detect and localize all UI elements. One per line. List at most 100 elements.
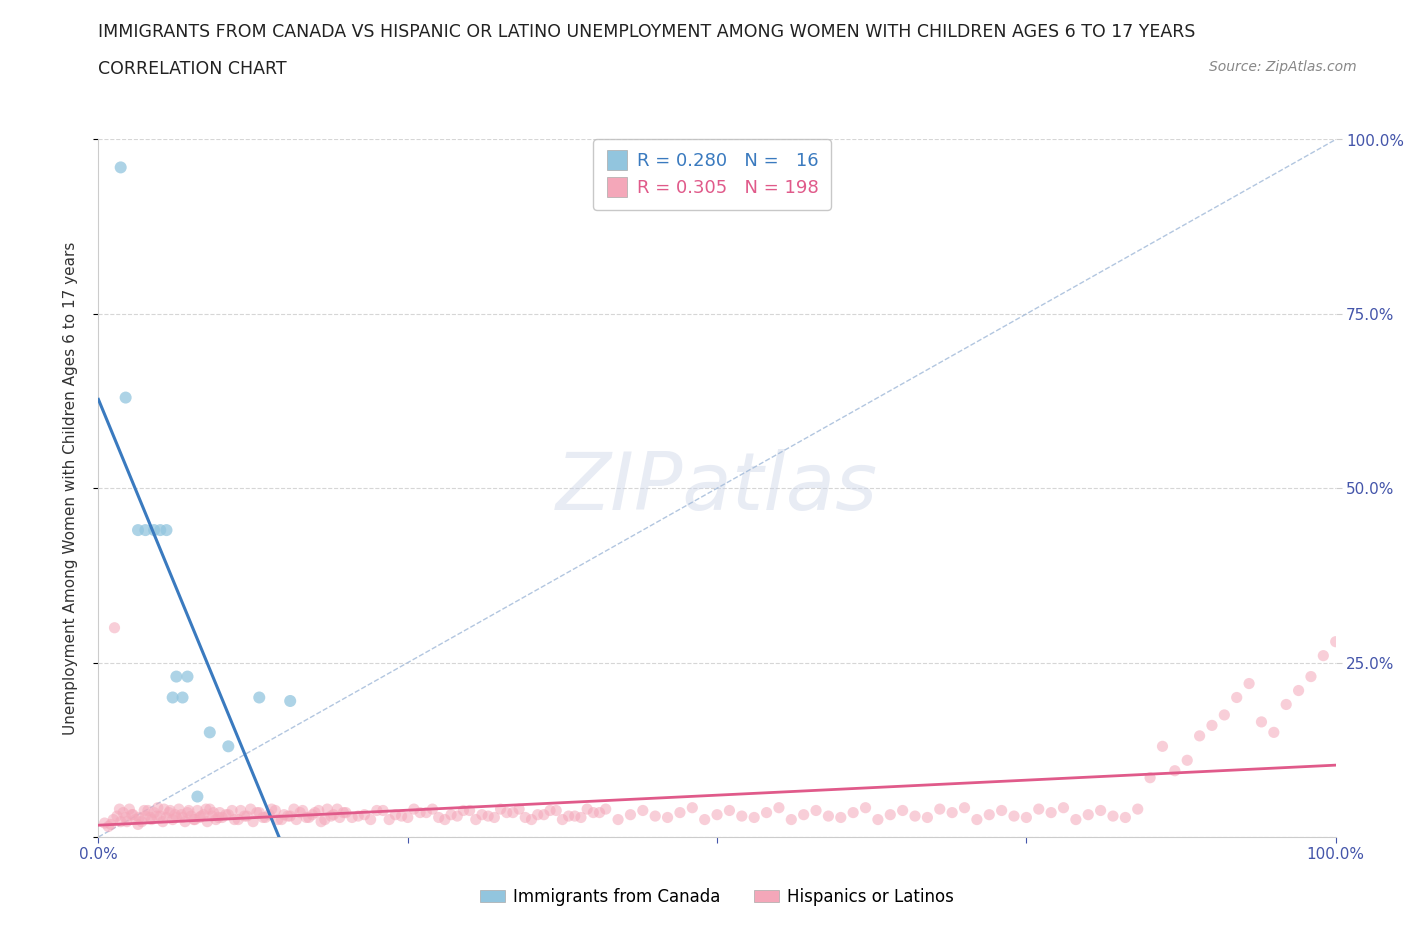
Point — [165, 807, 187, 822]
Point — [155, 810, 177, 825]
Point — [979, 807, 1001, 822]
Point — [576, 802, 599, 817]
Legend: Immigrants from Canada, Hispanics or Latinos: Immigrants from Canada, Hispanics or Lat… — [474, 881, 960, 912]
Point — [131, 815, 153, 830]
Point — [891, 804, 914, 818]
Point — [879, 807, 901, 822]
Point — [224, 812, 246, 827]
Point — [941, 805, 963, 820]
Point — [217, 738, 239, 753]
Point — [167, 802, 190, 817]
Point — [127, 523, 149, 538]
Point — [278, 694, 301, 709]
Point — [1064, 812, 1087, 827]
Point — [458, 804, 481, 818]
Point — [198, 802, 221, 817]
Point — [990, 804, 1012, 818]
Point — [681, 800, 703, 815]
Point — [340, 810, 363, 825]
Point — [731, 809, 754, 824]
Point — [114, 810, 136, 825]
Point — [314, 812, 336, 827]
Point — [371, 804, 394, 818]
Point — [830, 810, 852, 825]
Point — [139, 810, 162, 825]
Text: ZIPatlas: ZIPatlas — [555, 449, 879, 527]
Point — [526, 807, 548, 822]
Point — [183, 812, 205, 827]
Point — [1102, 809, 1125, 824]
Point — [446, 809, 468, 824]
Point — [264, 804, 287, 818]
Point — [121, 807, 143, 822]
Point — [489, 802, 512, 817]
Point — [252, 810, 274, 825]
Point — [742, 810, 765, 825]
Point — [122, 807, 145, 822]
Point — [207, 810, 229, 825]
Point — [1250, 714, 1272, 729]
Point — [134, 804, 156, 818]
Point — [177, 804, 200, 818]
Point — [304, 805, 326, 820]
Point — [619, 807, 641, 822]
Point — [384, 807, 406, 822]
Point — [105, 809, 128, 824]
Point — [295, 810, 318, 825]
Legend: R = 0.280   N =   16, R = 0.305   N = 198: R = 0.280 N = 16, R = 0.305 N = 198 — [593, 140, 831, 210]
Point — [631, 804, 654, 818]
Point — [134, 809, 156, 824]
Point — [706, 807, 728, 822]
Point — [257, 807, 280, 822]
Point — [335, 805, 357, 820]
Point — [97, 819, 120, 834]
Point — [793, 807, 815, 822]
Point — [520, 812, 543, 827]
Point — [226, 812, 249, 827]
Point — [471, 807, 494, 822]
Point — [817, 809, 839, 824]
Point — [1114, 810, 1136, 825]
Point — [1226, 690, 1249, 705]
Point — [607, 812, 630, 827]
Point — [110, 160, 132, 175]
Point — [236, 809, 259, 824]
Point — [1263, 725, 1285, 740]
Point — [502, 805, 524, 820]
Point — [904, 809, 927, 824]
Y-axis label: Unemployment Among Women with Children Ages 6 to 17 years: Unemployment Among Women with Children A… — [63, 242, 77, 735]
Point — [246, 805, 269, 820]
Point — [804, 804, 827, 818]
Point — [233, 809, 256, 824]
Point — [1152, 738, 1174, 753]
Point — [319, 809, 342, 824]
Point — [1175, 753, 1198, 768]
Point — [582, 805, 605, 820]
Point — [184, 812, 207, 827]
Point — [1164, 764, 1187, 778]
Point — [152, 815, 174, 830]
Point — [103, 812, 125, 827]
Point — [440, 807, 463, 822]
Point — [347, 809, 370, 824]
Point — [195, 815, 218, 830]
Point — [186, 789, 208, 804]
Point — [353, 807, 375, 822]
Point — [1090, 804, 1112, 818]
Point — [402, 802, 425, 817]
Point — [145, 809, 167, 824]
Point — [285, 812, 308, 827]
Point — [176, 805, 198, 820]
Point — [221, 804, 243, 818]
Point — [928, 802, 950, 817]
Point — [360, 812, 382, 827]
Point — [415, 805, 437, 820]
Point — [693, 812, 716, 827]
Point — [1002, 809, 1025, 824]
Point — [170, 807, 193, 822]
Point — [110, 815, 132, 830]
Point — [188, 810, 211, 825]
Point — [172, 690, 194, 705]
Point — [495, 805, 517, 820]
Point — [124, 812, 146, 827]
